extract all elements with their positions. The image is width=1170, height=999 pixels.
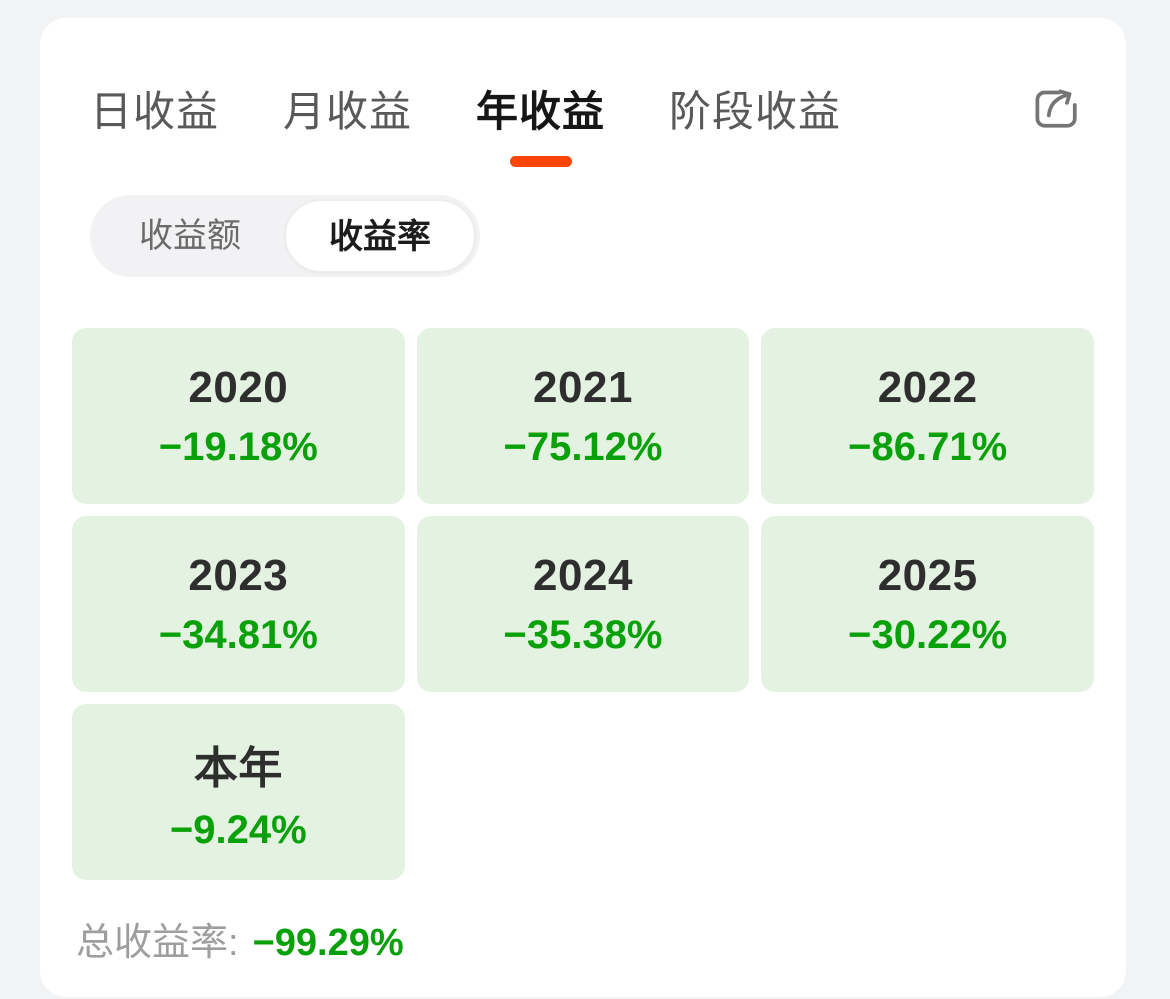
tab-monthly-returns[interactable]: 月收益 — [283, 88, 413, 135]
tile-return-value: −34.81% — [158, 612, 318, 657]
tile-return-value: −19.18% — [158, 424, 318, 469]
total-return-label: 总收益率: — [76, 922, 239, 964]
tab-yearly-returns[interactable]: 年收益 — [476, 78, 605, 139]
year-tile-current-year: 本年 −9.24% — [72, 704, 405, 880]
tile-year-label: 2022 — [877, 362, 978, 412]
segment-return-amount[interactable]: 收益额 — [139, 217, 241, 255]
return-type-segmented-control: 收益额 收益率 — [90, 195, 480, 277]
tab-daily-returns[interactable]: 日收益 — [90, 88, 220, 135]
segment-return-rate[interactable]: 收益率 — [285, 200, 475, 272]
tile-return-value: −9.24% — [169, 807, 307, 852]
returns-panel: 日收益 月收益 年收益 阶段收益 收益额 收益率 2020 −19.18% 20… — [40, 18, 1126, 997]
tile-year-label: 2023 — [188, 550, 289, 600]
yearly-returns-grid: 2020 −19.18% 2021 −75.12% 2022 −86.71% 2… — [72, 328, 1094, 880]
year-tile-2023: 2023 −34.81% — [72, 516, 405, 692]
share-button[interactable] — [1026, 81, 1082, 137]
tile-year-label: 2020 — [188, 362, 289, 412]
total-return-value: −99.29% — [252, 922, 404, 964]
year-tile-2021: 2021 −75.12% — [416, 328, 750, 504]
tile-return-value: −86.71% — [848, 424, 1008, 469]
tile-year-label: 2024 — [533, 550, 633, 600]
share-icon — [1027, 79, 1081, 138]
total-return-row: 总收益率: −99.29% — [76, 911, 404, 966]
returns-tab-bar: 日收益 月收益 年收益 阶段收益 — [90, 78, 1082, 139]
year-tile-2024: 2024 −35.38% — [416, 516, 750, 692]
year-tile-2025: 2025 −30.22% — [761, 516, 1094, 692]
tile-return-value: −30.22% — [848, 612, 1008, 657]
tile-return-value: −75.12% — [503, 424, 663, 469]
tile-year-label: 2025 — [877, 550, 978, 600]
year-tile-2022: 2022 −86.71% — [761, 328, 1094, 504]
year-tile-2020: 2020 −19.18% — [72, 328, 405, 504]
tab-period-returns[interactable]: 阶段收益 — [669, 88, 842, 135]
tile-year-label: 2021 — [533, 362, 633, 412]
tile-year-label: 本年 — [193, 743, 283, 793]
tile-return-value: −35.38% — [503, 612, 663, 657]
